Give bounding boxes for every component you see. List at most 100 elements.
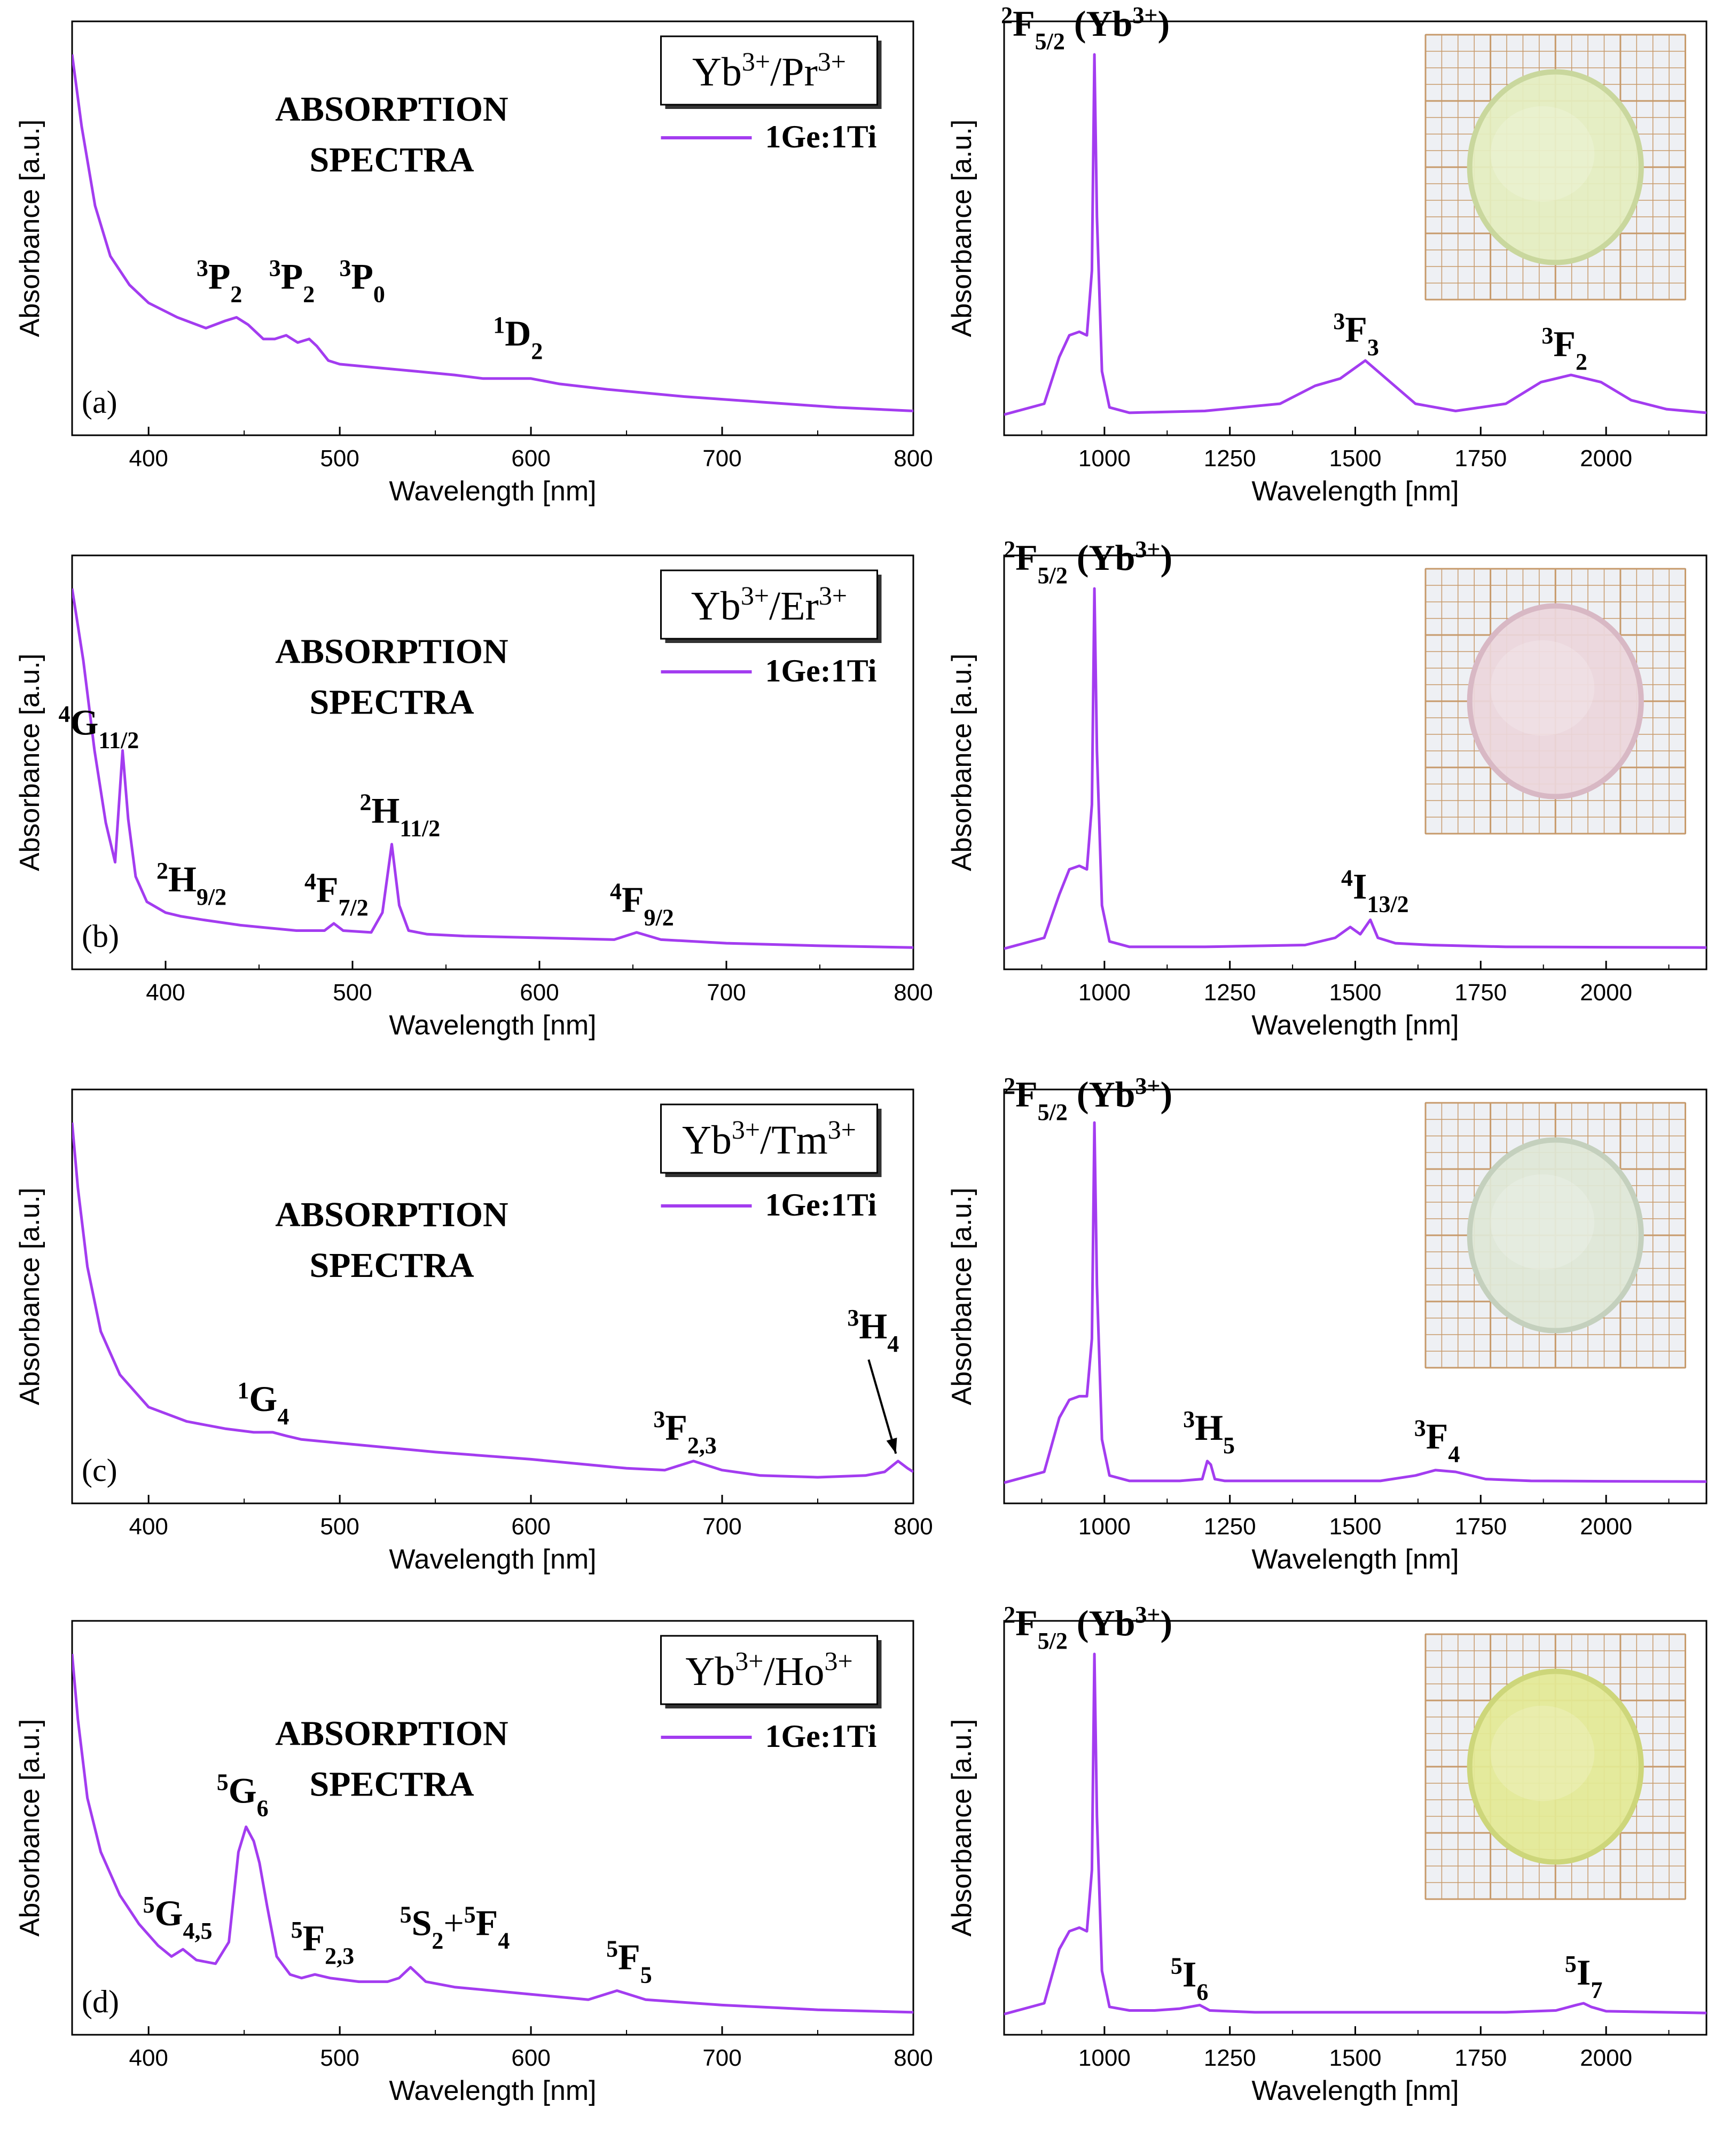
x-tick-label: 700 [702,2045,741,2071]
spectrum-line [1004,1121,1706,1484]
legend-label: 1Ge:1Ti [765,653,877,688]
transition-label: 3P2 [197,255,242,307]
x-tick-label: 2000 [1580,979,1632,1006]
transition-label: 3H4 [847,1304,899,1357]
transition-label: 5G4,5 [143,1891,213,1943]
title-line-1: ABSORPTION [275,90,508,129]
y-axis-label: Absorbance [a.u.] [14,1719,45,1937]
glass-sample-disc [1467,1668,1644,1865]
x-tick-label: 1500 [1329,2045,1382,2071]
title-line-2: SPECTRA [309,140,474,179]
x-tick-label: 400 [146,979,185,1006]
transition-label: 3F2 [1541,323,1587,375]
transition-label: 1G4 [237,1377,289,1429]
panel-label: (a) [82,385,118,420]
glass-sample-disc [1467,1137,1644,1334]
spectrum-line [1004,53,1706,416]
x-tick-label: 600 [511,2045,550,2071]
x-tick-label: 1750 [1454,2045,1507,2071]
sample-photo [1424,34,1687,301]
ion-pair-label: Yb3+/Tm3+ [682,1115,856,1163]
transition-label: 2H11/2 [360,789,441,841]
x-tick-label: 400 [129,2045,168,2071]
x-tick-label: 500 [320,445,359,472]
x-tick-label: 2000 [1580,1514,1632,1540]
panel-label: (c) [82,1453,118,1488]
transition-label: 4I13/2 [1341,865,1409,917]
transition-label: 1D2 [493,311,543,364]
transition-label: 5S2+5F4 [400,1901,510,1954]
x-tick-label: 700 [702,1514,741,1540]
panel-c-left: 400 500 600 700 800 Wavelength [nm] Absorbance… [14,1088,933,1575]
ion-pair-label: Yb3+/Pr3+ [692,46,846,95]
x-tick-label: 2000 [1580,2045,1632,2071]
legend-label: 1Ge:1Ti [765,119,877,154]
plot-frame [71,554,914,970]
x-tick-label: 500 [320,2045,359,2071]
panel-b-right: 1000 1250 1500 1750 2000 Wavelength [nm] Absor… [946,536,1708,1041]
arrow-head [886,1437,897,1454]
spectrum-line [72,1122,913,1479]
spectrum-line [1004,587,1706,950]
x-axis-label: Wavelength [nm] [389,2075,596,2106]
plot-frame [71,1088,914,1504]
x-tick-label: 1500 [1329,1514,1382,1540]
panel-b-left: 400 500 600 700 800 Wavelength [nm] Absorbance… [14,554,933,1041]
glass-highlight [1490,106,1595,202]
x-tick-label: 400 [129,1514,168,1540]
x-axis-label: Wavelength [nm] [389,476,596,507]
x-tick-label: 500 [320,1514,359,1540]
transition-label: 2F5/2 (Yb3+) [1004,1073,1172,1125]
sample-photo [1424,1633,1687,1900]
x-tick-label: 1250 [1204,445,1256,472]
spectrum-line [72,54,913,412]
transition-label: 5G6 [217,1769,269,1821]
x-axis-label: Wavelength [nm] [1251,2075,1459,2106]
title-line-2: SPECTRA [309,1246,474,1285]
x-tick-label: 800 [894,1514,933,1540]
glass-highlight [1490,1174,1595,1270]
panel-d-left: 400 500 600 700 800 Wavelength [nm] Absorbance… [14,1620,933,2106]
glass-highlight [1490,640,1595,736]
x-tick-label: 1500 [1329,445,1382,472]
transition-label: 5F5 [606,1935,652,1988]
panel-a-left: 400 500 600 700 800 Wavelength [nm] Absorbance… [14,20,933,507]
transition-label: 3F4 [1414,1415,1460,1467]
x-tick-label: 600 [520,979,559,1006]
x-tick-label: 1000 [1078,2045,1131,2071]
transition-label: 2F5/2 (Yb3+) [1004,1602,1172,1654]
spectrum-line [1004,1652,1706,2016]
ion-box [660,35,878,106]
spectrum-line [72,1653,913,2014]
x-tick-label: 1000 [1078,445,1131,472]
ion-pair-label: Yb3+/Ho3+ [685,1646,852,1694]
transition-label: 4G11/2 [59,701,139,753]
ion-box [660,1103,878,1174]
transition-label: 3H5 [1183,1406,1235,1458]
x-tick-label: 700 [707,979,746,1006]
sample-photo [1424,1102,1687,1369]
glass-sample-disc [1467,69,1644,265]
y-axis-label: Absorbance [a.u.] [946,1188,977,1406]
transition-label: 2F5/2 (Yb3+) [1001,2,1170,54]
x-tick-label: 400 [129,445,168,472]
x-tick-label: 1750 [1454,979,1507,1006]
x-tick-label: 1000 [1078,979,1131,1006]
x-tick-label: 1250 [1204,979,1256,1006]
x-tick-label: 600 [511,1514,550,1540]
title-line-1: ABSORPTION [275,1195,508,1234]
x-tick-label: 800 [894,979,933,1006]
x-tick-label: 600 [511,445,550,472]
x-axis-label: Wavelength [nm] [1251,1544,1459,1575]
x-tick-label: 1250 [1204,1514,1256,1540]
panel-c-right: 1000 1250 1500 1750 2000 Wavelength [nm] Absor… [946,1073,1708,1575]
x-tick-label: 1750 [1454,1514,1507,1540]
panel-d-right: 1000 1250 1500 1750 2000 Wavelength [nm] Absor… [946,1602,1708,2106]
panel-label: (b) [82,919,119,954]
ion-box [660,1635,878,1705]
x-tick-label: 2000 [1580,445,1632,472]
x-tick-label: 1250 [1204,2045,1256,2071]
y-axis-label: Absorbance [a.u.] [14,120,45,338]
panel-label: (d) [82,1984,119,2019]
